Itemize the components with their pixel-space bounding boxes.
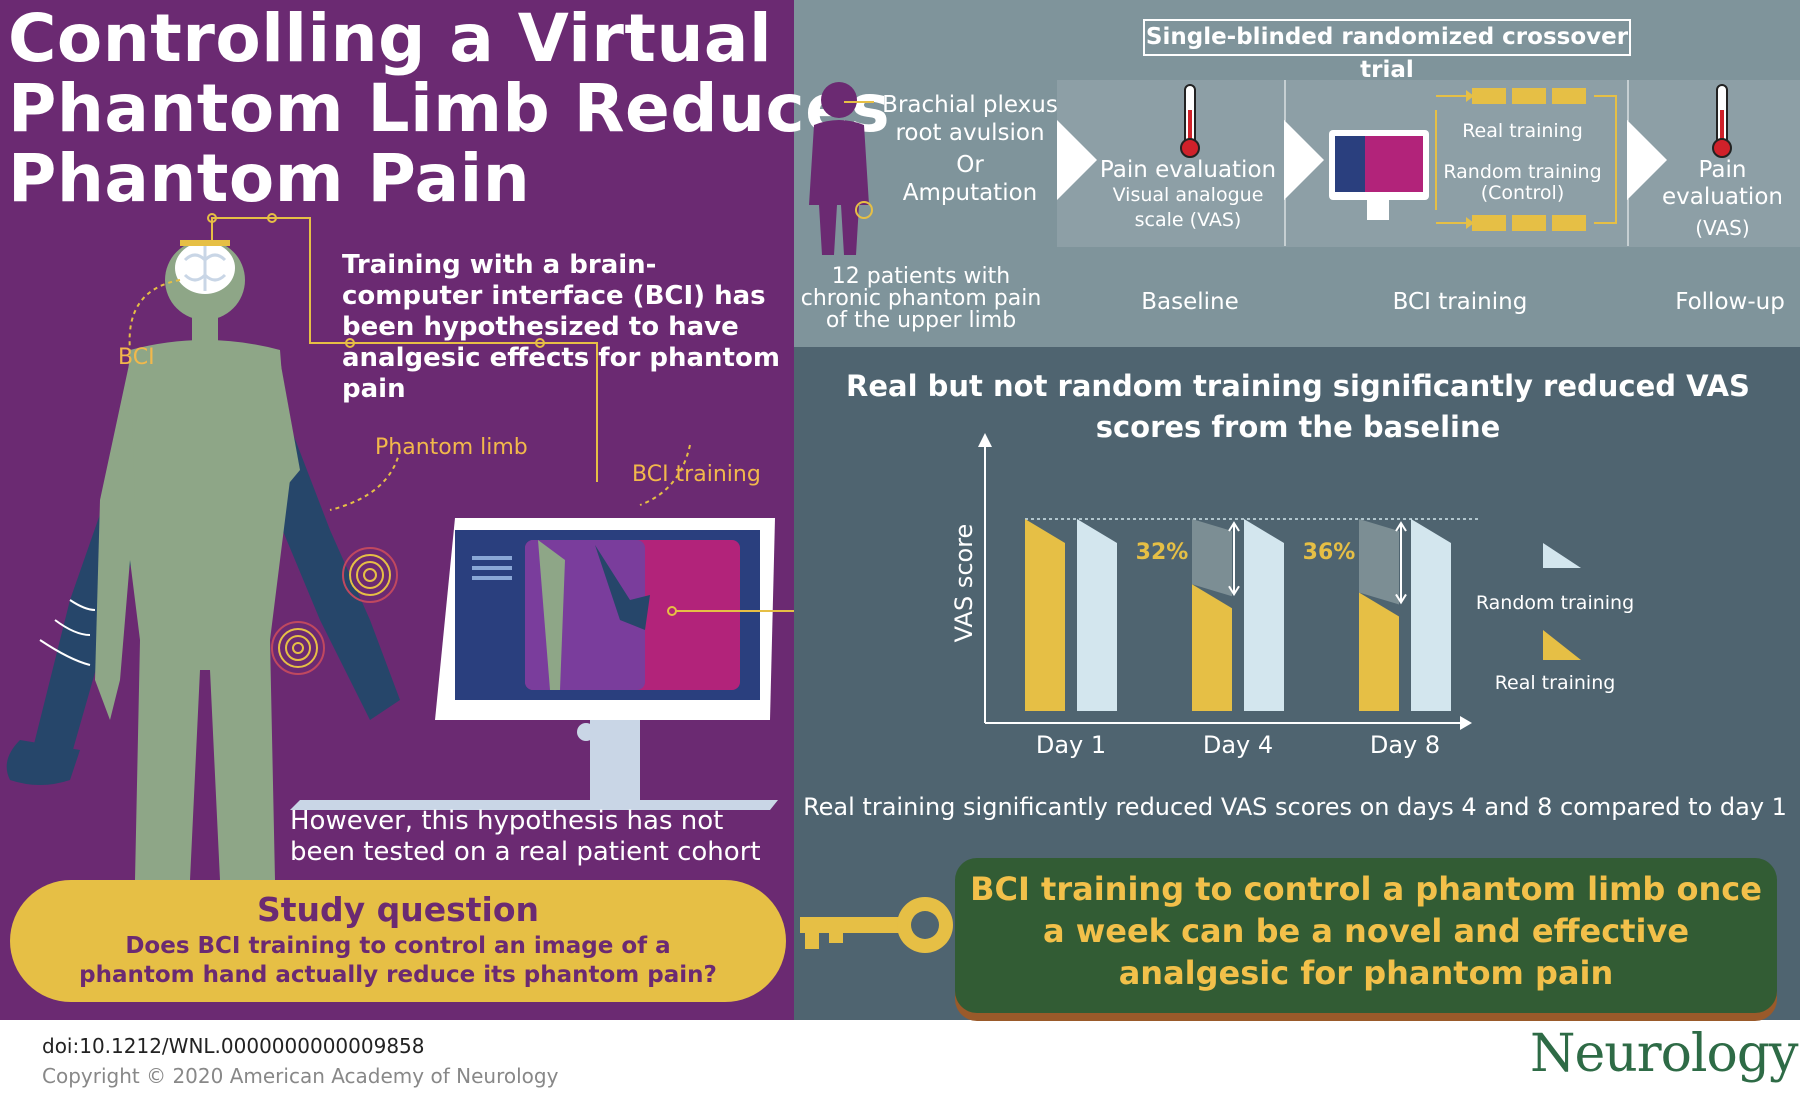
followup-evaluation: Pain evaluation (VAS) (1650, 157, 1795, 242)
x-tick-label: Day 1 (1036, 731, 1106, 759)
y-axis-label: VAS score (950, 524, 978, 643)
bci-illustration (6, 213, 794, 880)
bar-real-training (1359, 592, 1399, 711)
reduction-arrow-head (1228, 585, 1240, 597)
reduction-ghost (1359, 519, 1399, 605)
condition-a: Brachial plexus root avulsion (882, 92, 1058, 146)
conclusion-text: BCI training to control a phantom limb o… (970, 870, 1762, 992)
pain-eval-scale: Visual analogue (1112, 184, 1264, 206)
followup-eval-line: (VAS) (1695, 216, 1750, 240)
bar-real-training (1025, 519, 1065, 711)
journal-logo: Neurology (1530, 1024, 1799, 1084)
conclusion-box: BCI training to control a phantom limb o… (955, 858, 1777, 1013)
results-note: Real training significantly reduced VAS … (803, 793, 1787, 821)
computer-icon (1329, 130, 1429, 220)
pain-eval-scale: scale (VAS) (1134, 209, 1242, 231)
footer (0, 1020, 1800, 1107)
vas-bar-chart: VAS score Day 1 Day 4 Day 8 32% 36% Random tra… (950, 433, 1634, 759)
baseline-evaluation: Pain evaluation Visual analogue scale (V… (1098, 157, 1278, 233)
condition-or: Or (956, 152, 984, 178)
legend-label: Random training (1476, 592, 1634, 614)
phantom-limb-label: Phantom limb (375, 435, 528, 460)
legend-label: Real training (1495, 672, 1616, 694)
patients-line: of the upper limb (825, 308, 1017, 333)
y-axis-arrow (978, 433, 992, 447)
real-training-label: Real training (1462, 120, 1583, 142)
study-question-title: Study question (256, 890, 540, 929)
reduction-ghost (1192, 519, 1232, 597)
caveat-text: However, this hypothesis has not been te… (290, 806, 761, 867)
pain-ring-icon (271, 547, 398, 675)
bci-training-label: BCI training (632, 462, 761, 487)
x-axis-arrow (1460, 716, 1472, 730)
key-icon (800, 897, 953, 953)
title-line: Phantom Pain (8, 140, 531, 217)
phase-followup: Follow-up (1675, 289, 1785, 315)
study-question-text: Does BCI training to control an image of… (79, 933, 717, 988)
chevron-right-icon (1627, 120, 1667, 200)
bci-label: BCI (118, 345, 155, 370)
pain-eval-title: Pain evaluation (1099, 157, 1277, 183)
patient-silhouette-icon (809, 82, 869, 255)
legend-swatch-real (1543, 630, 1581, 660)
bar-real-training (1192, 584, 1232, 711)
phantom-right-arm (270, 400, 400, 720)
copyright-text: Copyright © 2020 American Academy of Neu… (42, 1064, 559, 1088)
random-training-line: Random training (1443, 161, 1602, 183)
study-question-box: Study question Does BCI training to cont… (10, 880, 786, 1002)
chevron-right-icon (1284, 120, 1324, 200)
trial-type-badge: Single-blinded randomized crossover tria… (1143, 19, 1631, 83)
followup-eval-line: evaluation (1662, 184, 1783, 210)
random-training-line: (Control) (1480, 182, 1565, 204)
reduction-arrow-head (1395, 521, 1407, 532)
chevron-right-icon (1057, 120, 1097, 200)
patients-line: chronic phantom pain (800, 286, 1042, 311)
bar-random-training (1077, 519, 1117, 711)
reduction-label: 36% (1303, 540, 1356, 565)
phase-bci-training: BCI training (1392, 289, 1528, 315)
results-title: Real but not random training significant… (846, 369, 1750, 444)
training-sessions-icon (1472, 88, 1586, 231)
movement-arrows-icon (39, 599, 96, 666)
followup-eval-line: Pain (1698, 157, 1747, 183)
reduction-label: 32% (1136, 540, 1189, 565)
thermometer-icon (1180, 84, 1200, 158)
condition-list: Brachial plexus root avulsion Or Amputat… (865, 91, 1075, 207)
x-tick-label: Day 8 (1370, 731, 1440, 759)
phase-baseline: Baseline (1141, 289, 1239, 315)
design-graphics (809, 80, 1732, 255)
random-training-label: Random training (Control) (1430, 162, 1615, 204)
patients-description: 12 patients with chronic phantom pain of… (796, 266, 1046, 332)
legend-swatch-random (1543, 543, 1581, 568)
thermometer-icon (1712, 84, 1732, 158)
bar-random-training (1411, 519, 1451, 711)
bar-random-training (1244, 519, 1284, 711)
doi-text: doi:10.1212/WNL.0000000000009858 (42, 1034, 425, 1058)
phantom-hand-left (6, 740, 81, 785)
reduction-arrow-head (1228, 521, 1240, 532)
condition-b: Amputation (902, 180, 1038, 206)
monitor-icon (290, 518, 778, 810)
hypothesis-text: Training with a brain-computer interface… (342, 250, 780, 404)
page-title: Controlling a Virtual Phantom Limb Reduc… (8, 0, 891, 217)
brain-icon (175, 240, 235, 294)
patient-body (95, 240, 300, 880)
reduction-arrow-head (1395, 593, 1407, 605)
patients-line: 12 patients with (831, 264, 1011, 289)
x-tick-label: Day 4 (1203, 731, 1273, 759)
title-line: Controlling a Virtual (8, 0, 773, 77)
title-line: Phantom Limb Reduces (8, 70, 891, 147)
